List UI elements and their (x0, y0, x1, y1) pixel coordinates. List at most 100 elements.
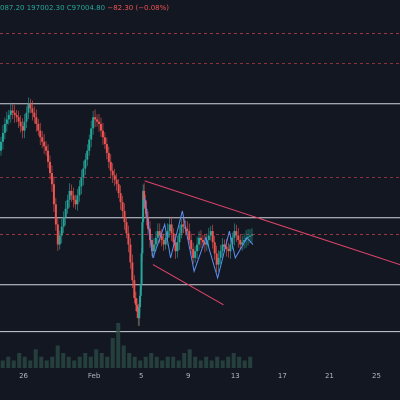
candle-body (237, 235, 240, 241)
candle (90, 120, 93, 148)
price-change: −82.30 (−0.08%) (107, 4, 170, 12)
candle-body (0, 141, 2, 151)
candle (119, 185, 122, 210)
candle (88, 134, 91, 156)
ohlc-readout: 087.20 197002.30 C97004.80 −82.30 (−0.08… (0, 4, 169, 12)
candle (178, 225, 181, 250)
x-tick-label: 25 (372, 372, 381, 380)
candle (168, 218, 171, 238)
volume-bar (149, 353, 154, 368)
candle-body (121, 202, 124, 211)
candle-body (249, 235, 251, 237)
lower-trendline[interactable] (152, 264, 224, 306)
candle-body (156, 231, 159, 238)
candle (31, 100, 34, 121)
candle-body (37, 123, 40, 131)
candle (82, 160, 85, 186)
candle (54, 197, 57, 231)
candle (45, 141, 48, 156)
volume-bar (193, 356, 198, 368)
candle (233, 223, 236, 246)
volume-bar (17, 353, 22, 368)
candle-body (142, 190, 145, 223)
volume-bar (220, 360, 225, 368)
candle-body (119, 193, 122, 203)
volume-bar (204, 356, 209, 368)
candle-body (241, 242, 244, 245)
candle (74, 194, 77, 210)
candle (84, 153, 87, 175)
candle (15, 109, 18, 123)
candle-body (47, 150, 50, 162)
candle (105, 137, 108, 160)
candle-body (105, 144, 108, 153)
candle-body (203, 242, 206, 245)
candle (199, 230, 202, 248)
candle-body (190, 240, 193, 249)
candle (58, 230, 61, 250)
candle (164, 232, 167, 250)
candle (180, 219, 183, 239)
candle (62, 211, 65, 233)
candle-body (56, 224, 59, 245)
x-axis: 26 Feb 5 9 13 17 21 25 (19, 372, 381, 380)
volume-bar (83, 353, 88, 368)
volume-bar (0, 360, 5, 368)
candle (162, 233, 165, 251)
volume-bar (160, 360, 165, 368)
candle (37, 118, 40, 136)
candle (52, 176, 55, 213)
candle-body (141, 222, 144, 254)
candle (247, 228, 250, 246)
volume-bar (209, 360, 214, 368)
candle-body (188, 231, 191, 241)
candle (101, 122, 104, 146)
candle (96, 114, 99, 127)
candle (27, 97, 30, 120)
candle (143, 183, 146, 208)
candle (131, 254, 134, 288)
candle-body (50, 173, 53, 185)
candle-body (129, 244, 132, 263)
candle (203, 234, 206, 253)
candle-body (123, 211, 126, 223)
candle-body (39, 130, 42, 138)
candle (121, 195, 124, 218)
candle-body (19, 121, 22, 127)
upper-trendline[interactable] (144, 180, 400, 266)
volume-bar (237, 356, 242, 368)
candle-body (29, 103, 32, 109)
candle (5, 111, 8, 132)
candle (17, 110, 20, 129)
volume-bar (105, 356, 110, 368)
candle-body (92, 117, 95, 129)
candle (196, 236, 199, 259)
candle-body (168, 224, 171, 232)
candle (140, 248, 143, 290)
candle (198, 231, 201, 251)
candle-body (192, 248, 195, 258)
candle-body (138, 307, 141, 319)
candle (80, 169, 83, 195)
candle-body (166, 231, 169, 238)
candle-body (68, 190, 71, 200)
candle (250, 228, 253, 242)
candle-body (250, 234, 253, 236)
candle-body (143, 190, 146, 200)
trendlines[interactable] (144, 180, 400, 306)
candle-body (9, 110, 12, 115)
candle-body (107, 152, 110, 162)
candle-body (140, 253, 143, 285)
volume-bar (66, 356, 71, 368)
candle (49, 155, 51, 180)
candle (125, 217, 128, 239)
candle-body (225, 246, 228, 249)
candle-body (21, 126, 24, 131)
candle-body (99, 123, 102, 131)
zigzag-overlay (144, 197, 254, 280)
volume-bar (248, 356, 253, 368)
candle (192, 242, 195, 265)
candle (21, 118, 24, 139)
candle-body (239, 240, 242, 245)
